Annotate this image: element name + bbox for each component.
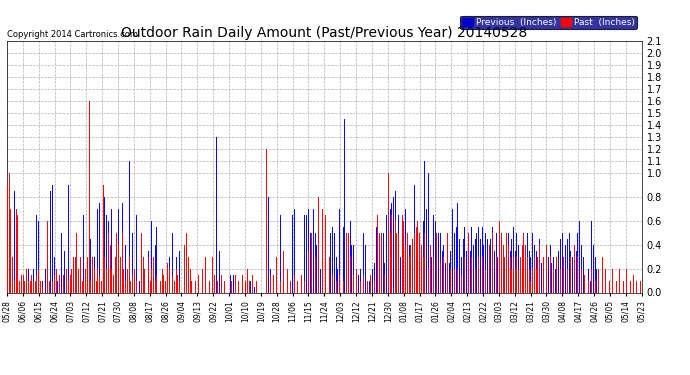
Text: Copyright 2014 Cartronics.com: Copyright 2014 Cartronics.com bbox=[7, 30, 138, 39]
Legend: Previous  (Inches), Past  (Inches): Previous (Inches), Past (Inches) bbox=[460, 16, 637, 29]
Title: Outdoor Rain Daily Amount (Past/Previous Year) 20140528: Outdoor Rain Daily Amount (Past/Previous… bbox=[121, 26, 527, 40]
